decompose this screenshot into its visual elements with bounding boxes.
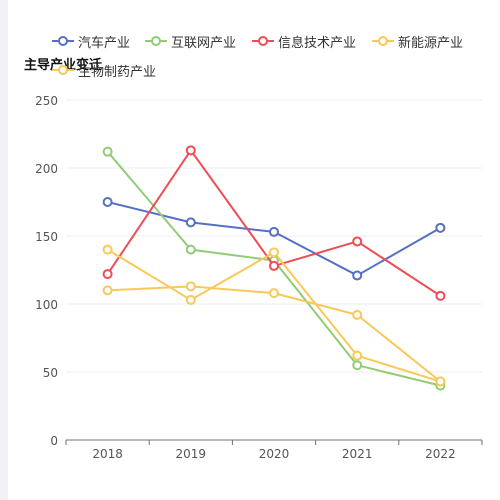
x-tick-label: 2021 xyxy=(342,447,373,461)
series-4-point xyxy=(352,350,363,361)
legend-line-marker-icon xyxy=(52,36,74,46)
legend-item[interactable]: 汽车产业 xyxy=(52,32,131,51)
series-5-point xyxy=(102,285,113,296)
series-3-point xyxy=(352,236,363,247)
x-tick-label: 2018 xyxy=(92,447,123,461)
y-tick-label: 0 xyxy=(50,434,58,448)
legend-label: 互联网产业 xyxy=(171,35,237,51)
x-tick-label: 2019 xyxy=(176,447,207,461)
legend-item[interactable]: 生物制药产业 xyxy=(52,61,157,80)
series-4-point xyxy=(185,294,196,305)
series-4-point xyxy=(269,247,279,258)
series-1-point xyxy=(435,222,446,233)
series-3-point xyxy=(435,290,446,301)
series-1-point xyxy=(269,226,279,237)
legend-label: 信息技术产业 xyxy=(278,35,357,51)
legend-label: 生物制药产业 xyxy=(78,64,157,80)
chart-legend: 汽车产业 互联网产业 信息技术产业 新能源产业生物制药产业 xyxy=(0,0,500,90)
y-tick-label: 250 xyxy=(35,94,58,108)
y-tick-label: 100 xyxy=(35,298,58,312)
series-line-3 xyxy=(106,149,441,297)
series-2-point xyxy=(352,360,363,371)
y-tick-label: 150 xyxy=(35,230,58,244)
legend-label: 汽车产业 xyxy=(78,35,131,51)
series-1-point xyxy=(185,217,196,228)
series-3-point xyxy=(185,145,196,156)
x-tick-label: 2022 xyxy=(425,447,456,461)
series-5-point xyxy=(435,376,446,387)
series-2-point xyxy=(102,146,113,157)
legend-item[interactable]: 信息技术产业 xyxy=(252,32,357,51)
series-1-point xyxy=(102,197,113,207)
legend-line-marker-icon xyxy=(372,36,394,46)
side-scroll-strip xyxy=(0,0,8,500)
series-5-point xyxy=(185,281,196,292)
x-tick-label: 2020 xyxy=(259,447,290,461)
series-5-point xyxy=(269,288,279,299)
legend-label: 新能源产业 xyxy=(398,35,464,51)
series-2-point xyxy=(185,244,196,255)
legend-item[interactable]: 互联网产业 xyxy=(145,32,237,51)
legend-item[interactable]: 新能源产业 xyxy=(372,32,464,51)
series-5-point xyxy=(352,309,363,320)
y-tick-label: 50 xyxy=(43,366,58,380)
series-4-point xyxy=(102,244,113,255)
legend-line-marker-icon xyxy=(145,36,167,46)
legend-line-marker-icon xyxy=(252,36,274,46)
series-1-point xyxy=(352,270,363,281)
y-tick-label: 200 xyxy=(35,162,58,176)
legend-line-marker-icon xyxy=(52,65,74,75)
series-line-5 xyxy=(107,285,442,383)
series-3-point xyxy=(102,269,113,280)
series-3-point xyxy=(269,260,279,271)
